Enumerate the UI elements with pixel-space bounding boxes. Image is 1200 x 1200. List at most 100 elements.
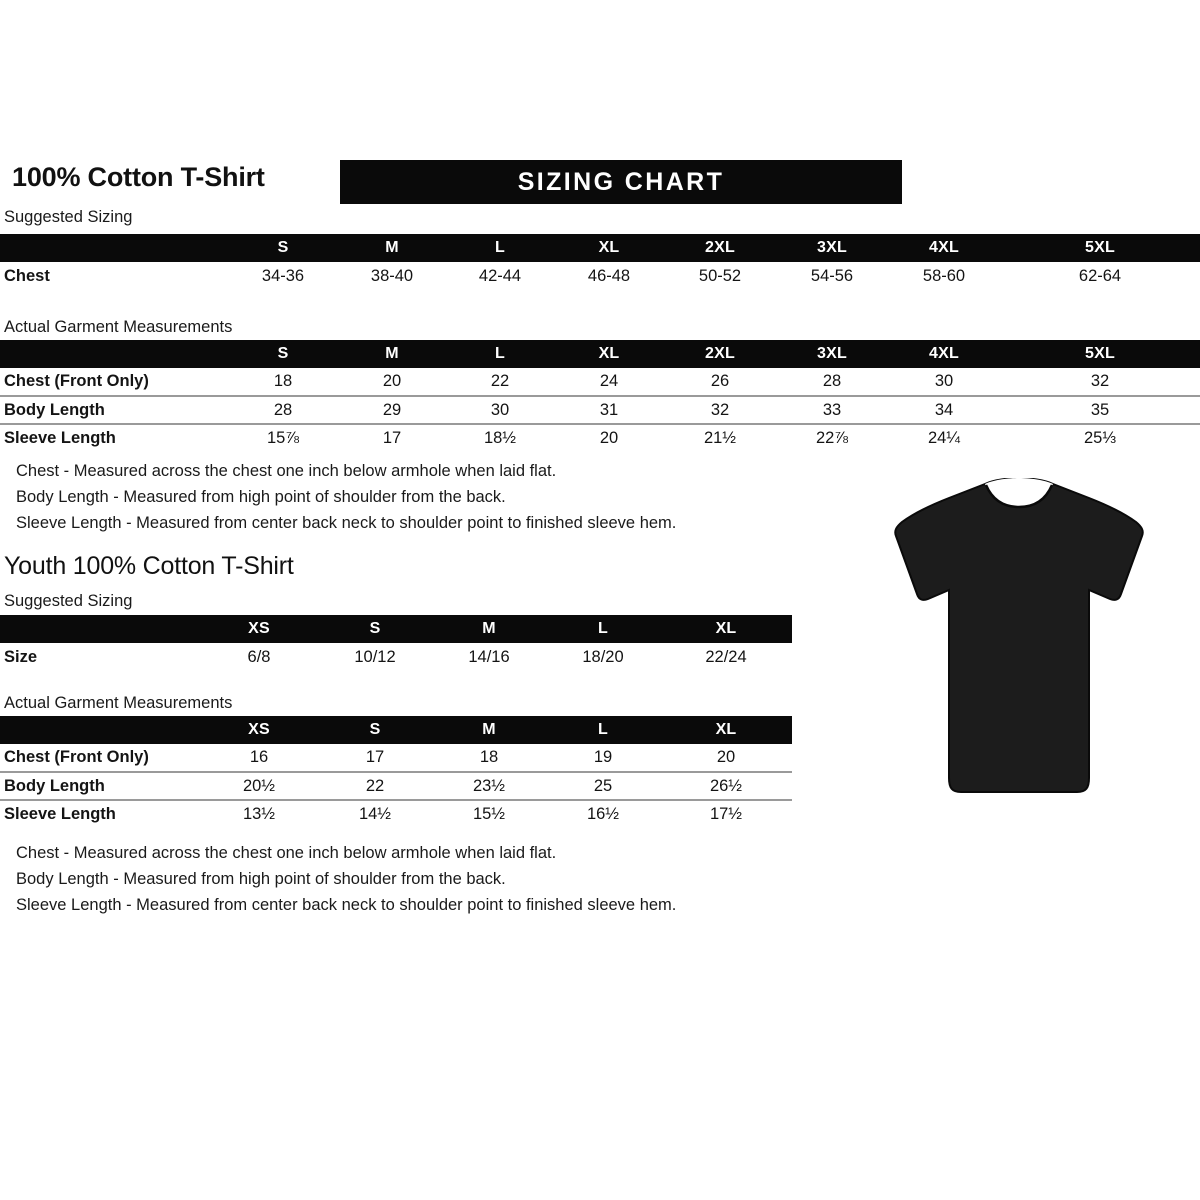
youth-actual-cell: 23½ — [432, 771, 546, 800]
youth-actual-cell: 19 — [593, 748, 613, 766]
adult-suggested-cell: 62-64 — [1078, 266, 1122, 285]
tshirt-icon — [894, 478, 1144, 793]
adult-suggested-cell: 58-60 — [922, 266, 966, 285]
youth-actual-cell: 18 — [479, 748, 499, 766]
table-header-row: S M L XL 2XL 3XL 4XL 5XL — [0, 234, 1200, 262]
youth-actual-column-header-l: L — [598, 721, 608, 738]
adult-suggested-header-row: S M L XL 2XL 3XL 4XL 5XL — [0, 234, 1200, 262]
adult-measurement-notes: Chest - Measured across the chest one in… — [16, 458, 676, 536]
adult-actual-cell: 34 — [888, 395, 1000, 424]
adult-actual-cell: 31 — [554, 395, 664, 424]
adult-actual-measurements-label: Actual Garment Measurements — [4, 318, 233, 336]
adult-actual-cell: 32 — [1090, 372, 1110, 390]
youth-actual-cell: 20½ — [200, 771, 318, 800]
adult-actual-cell: 22⅞ — [776, 423, 888, 452]
table-row: Size 6/8 10/12 14/16 18/20 22/24 — [0, 643, 792, 671]
adult-actual-cell: 21½ — [664, 423, 776, 452]
youth-actual-column-header-xl: XL — [715, 721, 737, 738]
adult-title-row: 100% Cotton T-Shirt SIZING CHART — [0, 160, 1200, 206]
adult-actual-cell: 35 — [1000, 395, 1200, 424]
youth-suggested-column-header-xl: XL — [715, 620, 737, 637]
adult-actual-cell: 28 — [228, 395, 338, 424]
table-row: Chest (Front Only) 18 20 22 24 26 28 30 32 — [0, 368, 1200, 396]
youth-actual-cell: 20 — [716, 748, 736, 766]
adult-actual-column-header-2xl: 2XL — [705, 345, 735, 362]
youth-actual-cell: 16 — [249, 748, 269, 766]
youth-actual-column-header-m: M — [482, 721, 496, 738]
adult-actual-header-row: S M L XL 2XL 3XL 4XL 5XL — [0, 340, 1200, 368]
adult-actual-cell: 22 — [490, 372, 510, 390]
youth-actual-column-header-xs: XS — [248, 721, 270, 738]
table-body: Chest (Front Only) 18 20 22 24 26 28 30 32 Body L… — [0, 368, 1200, 452]
adult-actual-column-header-4xl: 4XL — [929, 345, 959, 362]
youth-suggested-cell: 22/24 — [705, 647, 747, 666]
table-body: Size 6/8 10/12 14/16 18/20 22/24 — [0, 643, 792, 671]
adult-actual-row-label: Body Length — [0, 395, 228, 424]
youth-actual-row-label: Body Length — [0, 771, 200, 800]
adult-suggested-corner-cell — [0, 234, 228, 262]
adult-suggested-sizing-label: Suggested Sizing — [4, 208, 133, 226]
youth-actual-measurements-table: XS S M L XL Chest (Front Only) 16 17 18 19 20 Body… — [0, 716, 792, 828]
youth-measurement-notes: Chest - Measured across the chest one in… — [16, 840, 676, 918]
adult-actual-corner-cell — [0, 340, 228, 368]
adult-note-line: Body Length - Measured from high point o… — [16, 488, 506, 506]
adult-actual-cell: 25⅓ — [1000, 423, 1200, 452]
adult-actual-column-header-3xl: 3XL — [817, 345, 847, 362]
adult-suggested-column-header-4xl: 4XL — [929, 239, 959, 256]
table-row: Chest (Front Only) 16 17 18 19 20 — [0, 744, 792, 772]
adult-actual-cell: 30 — [934, 372, 954, 390]
adult-suggested-column-header-l: L — [495, 239, 505, 256]
table-row: Sleeve Length 13½ 14½ 15½ 16½ 17½ — [0, 799, 792, 828]
adult-suggested-row-label: Chest — [4, 266, 50, 285]
youth-suggested-column-header-s: S — [369, 620, 381, 637]
adult-actual-column-header-m: M — [385, 345, 399, 362]
adult-suggested-column-header-2xl: 2XL — [705, 239, 735, 256]
adult-actual-cell: 26 — [710, 372, 730, 390]
adult-actual-cell: 18½ — [446, 423, 554, 452]
table-header-row: XS S M L XL — [0, 716, 792, 744]
adult-note-line: Sleeve Length - Measured from center bac… — [16, 514, 677, 532]
youth-actual-cell: 14½ — [318, 799, 432, 828]
youth-actual-cell: 25 — [546, 771, 660, 800]
youth-suggested-cell: 10/12 — [354, 647, 396, 666]
tshirt-illustration — [893, 478, 1145, 798]
youth-actual-cell: 17½ — [660, 799, 792, 828]
table-row: Sleeve Length 15⅞ 17 18½ 20 21½ 22⅞ 24¼ 25⅓ — [0, 423, 1200, 452]
adult-suggested-cell: 42-44 — [478, 266, 522, 285]
adult-suggested-cell: 54-56 — [810, 266, 854, 285]
youth-actual-measurements-label: Actual Garment Measurements — [4, 694, 233, 712]
sizing-chart-banner: SIZING CHART — [340, 160, 902, 204]
table-header-row: XS S M L XL — [0, 615, 792, 643]
adult-actual-cell: 20 — [382, 372, 402, 390]
adult-suggested-column-header-3xl: 3XL — [817, 239, 847, 256]
youth-section-title: Youth 100% Cotton T-Shirt — [4, 552, 294, 580]
youth-suggested-sizing-table: XS S M L XL Size 6/8 10/12 14/16 18/20 22/24 — [0, 615, 792, 671]
adult-actual-cell: 33 — [776, 395, 888, 424]
table-row: Body Length 20½ 22 23½ 25 26½ — [0, 771, 792, 800]
adult-suggested-column-header-m: M — [385, 239, 399, 256]
adult-actual-cell: 24 — [599, 372, 619, 390]
youth-suggested-column-header-m: M — [482, 620, 496, 637]
adult-actual-cell: 15⅞ — [228, 423, 338, 452]
table-body: Chest (Front Only) 16 17 18 19 20 Body Length 2… — [0, 744, 792, 828]
youth-actual-cell: 22 — [318, 771, 432, 800]
table-body: Chest 34-36 38-40 42-44 46-48 50-52 54-56 58-60… — [0, 262, 1200, 290]
youth-suggested-corner-cell — [0, 615, 200, 643]
adult-actual-column-header-s: S — [277, 345, 289, 362]
youth-actual-corner-cell — [0, 716, 200, 744]
adult-actual-cell: 24¼ — [888, 423, 1000, 452]
youth-suggested-row-label: Size — [4, 647, 38, 666]
adult-suggested-sizing-table: S M L XL 2XL 3XL 4XL 5XL Chest 34-36 38-40 42-44 46… — [0, 234, 1200, 290]
youth-suggested-column-header-xs: XS — [248, 620, 270, 637]
adult-actual-cell: 17 — [338, 423, 446, 452]
adult-actual-cell: 20 — [554, 423, 664, 452]
adult-actual-column-header-l: L — [495, 345, 505, 362]
adult-actual-cell: 18 — [273, 372, 293, 390]
adult-actual-cell: 29 — [338, 395, 446, 424]
adult-suggested-cell: 50-52 — [698, 266, 742, 285]
youth-actual-row-label: Chest (Front Only) — [4, 748, 149, 766]
youth-note-line: Body Length - Measured from high point o… — [16, 870, 506, 888]
youth-actual-header-row: XS S M L XL — [0, 716, 792, 744]
adult-actual-column-header-xl: XL — [598, 345, 620, 362]
